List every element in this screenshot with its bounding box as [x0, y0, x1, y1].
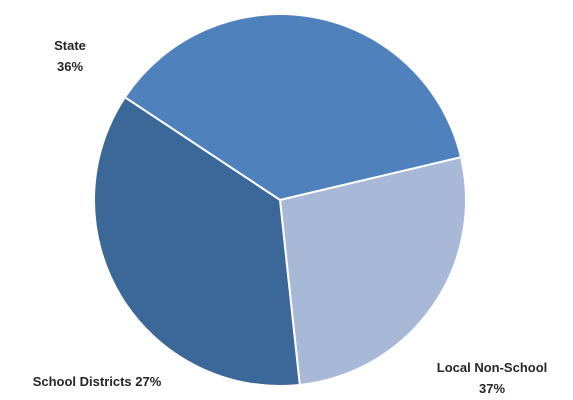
pie-label-line: State: [54, 38, 86, 53]
pie-label-line: 37%: [479, 381, 505, 396]
pie-label-line: Local Non-School: [437, 360, 548, 375]
pie-label-local-non-school: Local Non-School 37%: [437, 360, 548, 396]
pie-slice-local-non-school: [123, 13, 463, 201]
pie-label-line: School Districts 27%: [33, 374, 162, 389]
pie-label-school-districts: School Districts 27%: [33, 374, 162, 389]
pie-label-state: State 36%: [54, 38, 86, 74]
pie-slices: [93, 13, 467, 387]
pie-slice-state: [93, 96, 301, 387]
pie-labels: Local Non-School 37% School Districts 27% S…: [33, 38, 548, 396]
pie-label-line: 36%: [57, 59, 83, 74]
pie-slice-school-districts: [279, 156, 467, 386]
